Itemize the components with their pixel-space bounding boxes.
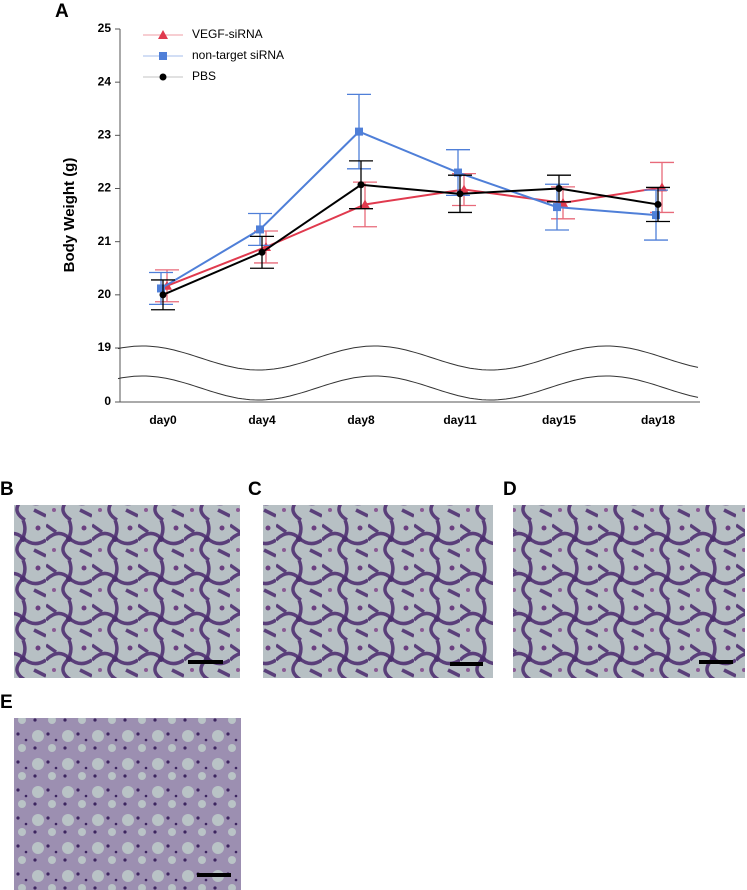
micrograph	[263, 505, 493, 678]
marker	[652, 211, 660, 220]
scale-bar	[188, 660, 223, 664]
legend-marker	[159, 73, 167, 81]
micrograph	[513, 505, 745, 678]
series-line	[166, 186, 663, 287]
x-tick-label: day0	[149, 413, 177, 427]
marker	[654, 200, 662, 208]
y-tick-label: 21	[98, 234, 112, 248]
chart: 19 20 21 22 23 24 25 0 Body Weight (g) day0 day4 da…	[61, 21, 700, 427]
micrograph	[14, 505, 240, 678]
panel-label: B	[0, 479, 14, 500]
x-tick-label: day15	[542, 413, 576, 427]
marker	[357, 181, 365, 189]
axis-break	[117, 345, 699, 371]
micrographs	[14, 505, 745, 890]
marker	[258, 248, 266, 256]
x-tick-label: day4	[248, 413, 276, 427]
legend-label: non-target siRNA	[192, 48, 284, 62]
marker	[454, 168, 462, 177]
y-tick-label: 25	[98, 21, 112, 35]
legend-marker	[158, 30, 168, 39]
x-tick-label: day8	[347, 413, 375, 427]
x-tick-label: day11	[443, 413, 477, 427]
y-axis-label: Body Weight (g)	[61, 158, 78, 273]
x-tick-label: day18	[641, 413, 675, 427]
marker	[157, 284, 165, 293]
marker	[159, 291, 167, 299]
marker	[360, 199, 370, 209]
y-tick-label: 24	[98, 74, 112, 88]
axis-break	[117, 375, 699, 401]
scale-bar	[450, 662, 483, 666]
legend-label: PBS	[192, 69, 216, 83]
marker	[456, 190, 464, 198]
marker	[256, 225, 264, 234]
y-tick-label: 20	[98, 287, 112, 301]
legend-marker	[159, 52, 167, 60]
legend-label: VEGF-siRNA	[192, 27, 263, 41]
panel-label: A	[55, 1, 69, 22]
marker	[555, 185, 563, 192]
scale-bar	[197, 873, 231, 877]
panel-label: E	[0, 692, 13, 713]
panel-label: C	[248, 479, 262, 500]
series-line	[160, 130, 657, 290]
y-tick-label: 22	[98, 181, 112, 195]
scale-bar	[699, 660, 733, 664]
y-tick-label: 0	[104, 394, 111, 408]
y-tick-label: 19	[98, 340, 112, 354]
series-line	[162, 183, 659, 296]
marker	[553, 203, 561, 212]
micrograph	[14, 718, 241, 890]
marker	[355, 127, 363, 136]
panel-label: D	[503, 479, 517, 500]
y-tick-label: 23	[98, 128, 112, 142]
